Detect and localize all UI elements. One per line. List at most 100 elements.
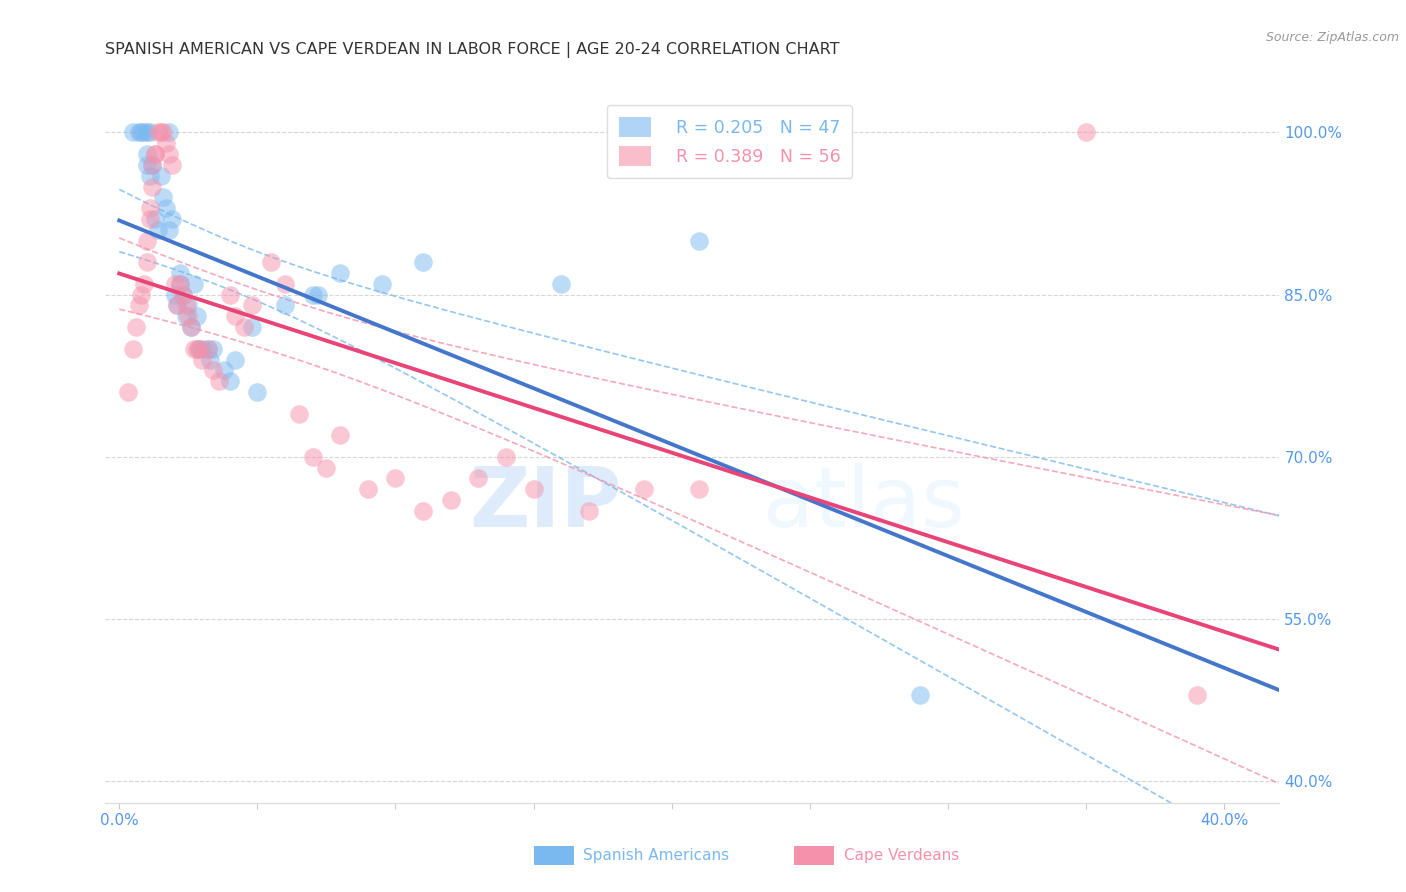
Point: [212, 363, 235, 377]
Point: [149, 125, 172, 139]
Point: [166, 298, 188, 312]
Point: [301, 287, 323, 301]
Point: [384, 471, 406, 485]
Point: [440, 493, 463, 508]
Point: [157, 125, 180, 139]
Point: [117, 384, 139, 399]
Point: [315, 460, 337, 475]
Point: [128, 298, 150, 312]
Point: [149, 169, 172, 183]
Point: [224, 352, 246, 367]
Text: Cape Verdeans: Cape Verdeans: [844, 848, 959, 863]
Point: [135, 147, 157, 161]
Point: [141, 158, 163, 172]
Point: [122, 342, 145, 356]
Point: [183, 342, 205, 356]
Point: [550, 277, 572, 291]
Point: [138, 125, 160, 139]
Point: [232, 320, 254, 334]
Point: [218, 374, 240, 388]
Point: [357, 482, 380, 496]
Point: [131, 287, 153, 301]
Point: [155, 201, 177, 215]
Point: [910, 688, 932, 702]
Point: [274, 298, 297, 312]
Point: [495, 450, 517, 464]
Point: [288, 407, 311, 421]
Point: [138, 169, 160, 183]
Point: [1185, 688, 1208, 702]
Point: [307, 287, 329, 301]
Point: [135, 255, 157, 269]
Point: [467, 471, 489, 485]
Point: [141, 158, 163, 172]
Point: [160, 158, 183, 172]
Point: [183, 277, 205, 291]
Point: [218, 287, 240, 301]
Point: [1074, 125, 1097, 139]
Point: [412, 504, 434, 518]
Point: [186, 342, 208, 356]
Point: [122, 125, 145, 139]
Point: [412, 255, 434, 269]
Point: [633, 482, 655, 496]
Point: [152, 125, 174, 139]
Point: [260, 255, 283, 269]
Point: [191, 352, 214, 367]
Point: [169, 266, 191, 280]
Point: [197, 342, 219, 356]
Point: [688, 234, 710, 248]
Point: [246, 384, 269, 399]
Point: [138, 211, 160, 226]
Point: [143, 147, 166, 161]
Point: [166, 298, 188, 312]
Point: [240, 298, 263, 312]
Point: [370, 277, 392, 291]
Point: [155, 136, 177, 151]
Point: [177, 298, 200, 312]
Point: [172, 287, 194, 301]
Point: [125, 320, 148, 334]
Point: [160, 211, 183, 226]
Point: [174, 298, 197, 312]
Point: [188, 342, 211, 356]
Point: [174, 310, 197, 324]
Point: [134, 125, 156, 139]
Point: [146, 125, 169, 139]
Point: [329, 266, 352, 280]
Point: [152, 190, 174, 204]
Point: [186, 310, 208, 324]
Point: [131, 125, 153, 139]
Point: [224, 310, 246, 324]
Point: [188, 342, 211, 356]
Point: [135, 234, 157, 248]
Point: [578, 504, 600, 518]
Legend:   R = 0.205   N = 47,   R = 0.389   N = 56: R = 0.205 N = 47, R = 0.389 N = 56: [607, 105, 852, 178]
Point: [146, 223, 169, 237]
Point: [157, 147, 180, 161]
Text: ZIP: ZIP: [470, 463, 621, 543]
Point: [141, 179, 163, 194]
Point: [134, 277, 156, 291]
Point: [191, 342, 214, 356]
Point: [240, 320, 263, 334]
Point: [180, 320, 202, 334]
Point: [523, 482, 546, 496]
Point: [177, 310, 200, 324]
Point: [135, 158, 157, 172]
Point: [197, 342, 219, 356]
Point: [169, 277, 191, 291]
Point: [163, 277, 186, 291]
Point: [329, 428, 352, 442]
Point: [157, 223, 180, 237]
Point: [688, 482, 710, 496]
Text: Source: ZipAtlas.com: Source: ZipAtlas.com: [1265, 31, 1399, 45]
Point: [135, 125, 157, 139]
Text: atlas: atlas: [763, 463, 965, 543]
Point: [180, 320, 202, 334]
Point: [301, 450, 323, 464]
Point: [128, 125, 150, 139]
Point: [202, 342, 225, 356]
Point: [274, 277, 297, 291]
Point: [143, 211, 166, 226]
